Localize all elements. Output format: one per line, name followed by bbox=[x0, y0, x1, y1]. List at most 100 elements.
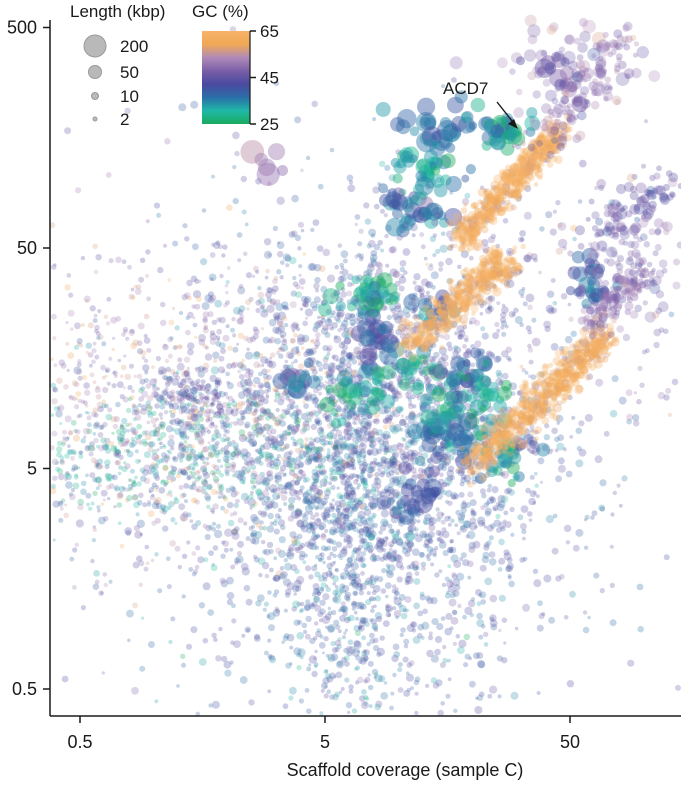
data-point bbox=[506, 270, 515, 279]
data-point bbox=[566, 680, 575, 688]
data-point bbox=[435, 425, 441, 431]
data-point bbox=[322, 288, 339, 305]
data-point bbox=[360, 470, 365, 475]
data-point bbox=[290, 290, 297, 297]
data-point bbox=[376, 647, 385, 656]
data-point bbox=[245, 368, 251, 374]
data-point bbox=[411, 382, 425, 395]
data-point bbox=[277, 241, 281, 245]
data-point bbox=[155, 417, 160, 422]
data-point bbox=[168, 376, 173, 381]
data-point bbox=[408, 418, 415, 425]
data-point bbox=[325, 371, 333, 378]
data-point bbox=[434, 572, 440, 578]
data-point bbox=[391, 584, 397, 589]
data-point bbox=[187, 391, 195, 399]
data-point bbox=[447, 522, 452, 527]
data-point bbox=[169, 412, 176, 419]
data-point bbox=[186, 342, 195, 350]
data-point bbox=[448, 374, 455, 382]
data-point bbox=[223, 433, 227, 437]
data-point bbox=[326, 417, 331, 422]
data-point bbox=[286, 456, 291, 460]
data-point bbox=[459, 557, 464, 561]
data-point bbox=[293, 592, 297, 596]
data-point bbox=[274, 390, 280, 396]
data-point bbox=[483, 196, 491, 204]
data-point bbox=[299, 655, 304, 660]
data-point bbox=[358, 312, 366, 320]
data-point bbox=[357, 445, 361, 449]
data-point bbox=[542, 379, 547, 383]
data-point bbox=[470, 508, 475, 513]
data-point bbox=[191, 551, 197, 556]
data-point bbox=[487, 693, 493, 699]
data-point bbox=[128, 363, 135, 369]
data-point bbox=[219, 577, 226, 584]
data-point bbox=[121, 259, 127, 265]
data-point bbox=[609, 544, 614, 549]
data-point bbox=[406, 500, 415, 509]
data-point bbox=[358, 298, 363, 303]
data-point bbox=[64, 415, 72, 423]
data-point bbox=[390, 466, 398, 474]
data-point bbox=[359, 617, 367, 625]
data-point bbox=[408, 660, 415, 667]
data-point bbox=[356, 434, 365, 443]
data-point bbox=[235, 498, 240, 504]
data-point bbox=[404, 575, 412, 583]
data-point bbox=[387, 331, 395, 339]
data-point bbox=[454, 290, 459, 295]
data-point bbox=[274, 393, 281, 400]
data-point bbox=[168, 490, 173, 495]
data-point bbox=[517, 442, 526, 451]
data-point bbox=[247, 498, 256, 507]
data-point bbox=[231, 531, 240, 540]
data-point bbox=[338, 499, 347, 508]
data-point bbox=[390, 691, 395, 696]
data-point bbox=[140, 386, 146, 392]
data-point bbox=[159, 301, 166, 308]
data-point bbox=[202, 582, 211, 591]
data-point bbox=[349, 354, 356, 361]
data-point bbox=[93, 412, 99, 418]
data-point bbox=[492, 467, 499, 474]
data-point bbox=[190, 386, 199, 395]
data-point bbox=[312, 481, 318, 488]
data-point bbox=[205, 383, 211, 389]
data-point bbox=[452, 589, 460, 597]
data-point bbox=[184, 499, 188, 504]
data-point bbox=[384, 582, 392, 589]
data-point bbox=[443, 333, 451, 341]
data-point bbox=[423, 374, 429, 380]
data-point bbox=[372, 378, 379, 385]
data-point bbox=[427, 304, 433, 310]
data-point bbox=[139, 378, 146, 385]
data-point bbox=[385, 563, 390, 568]
data-point bbox=[392, 643, 400, 651]
data-point bbox=[464, 338, 469, 343]
data-point bbox=[280, 571, 288, 579]
data-point bbox=[446, 402, 451, 407]
data-point bbox=[65, 321, 69, 324]
data-point bbox=[362, 477, 368, 483]
data-point bbox=[541, 444, 549, 452]
data-point bbox=[233, 640, 241, 648]
data-point bbox=[383, 467, 391, 475]
data-point bbox=[58, 500, 63, 505]
data-point bbox=[298, 264, 303, 269]
data-point bbox=[57, 404, 65, 412]
data-point bbox=[357, 676, 364, 684]
data-point bbox=[285, 306, 290, 311]
data-point bbox=[363, 701, 368, 707]
data-point bbox=[408, 412, 416, 420]
data-point bbox=[572, 544, 580, 552]
data-point bbox=[276, 487, 281, 492]
data-point bbox=[242, 454, 249, 461]
data-point bbox=[551, 547, 559, 555]
data-point bbox=[527, 347, 534, 353]
data-point bbox=[266, 387, 272, 393]
data-point bbox=[302, 497, 309, 505]
data-point bbox=[340, 575, 345, 580]
data-point bbox=[543, 434, 550, 441]
